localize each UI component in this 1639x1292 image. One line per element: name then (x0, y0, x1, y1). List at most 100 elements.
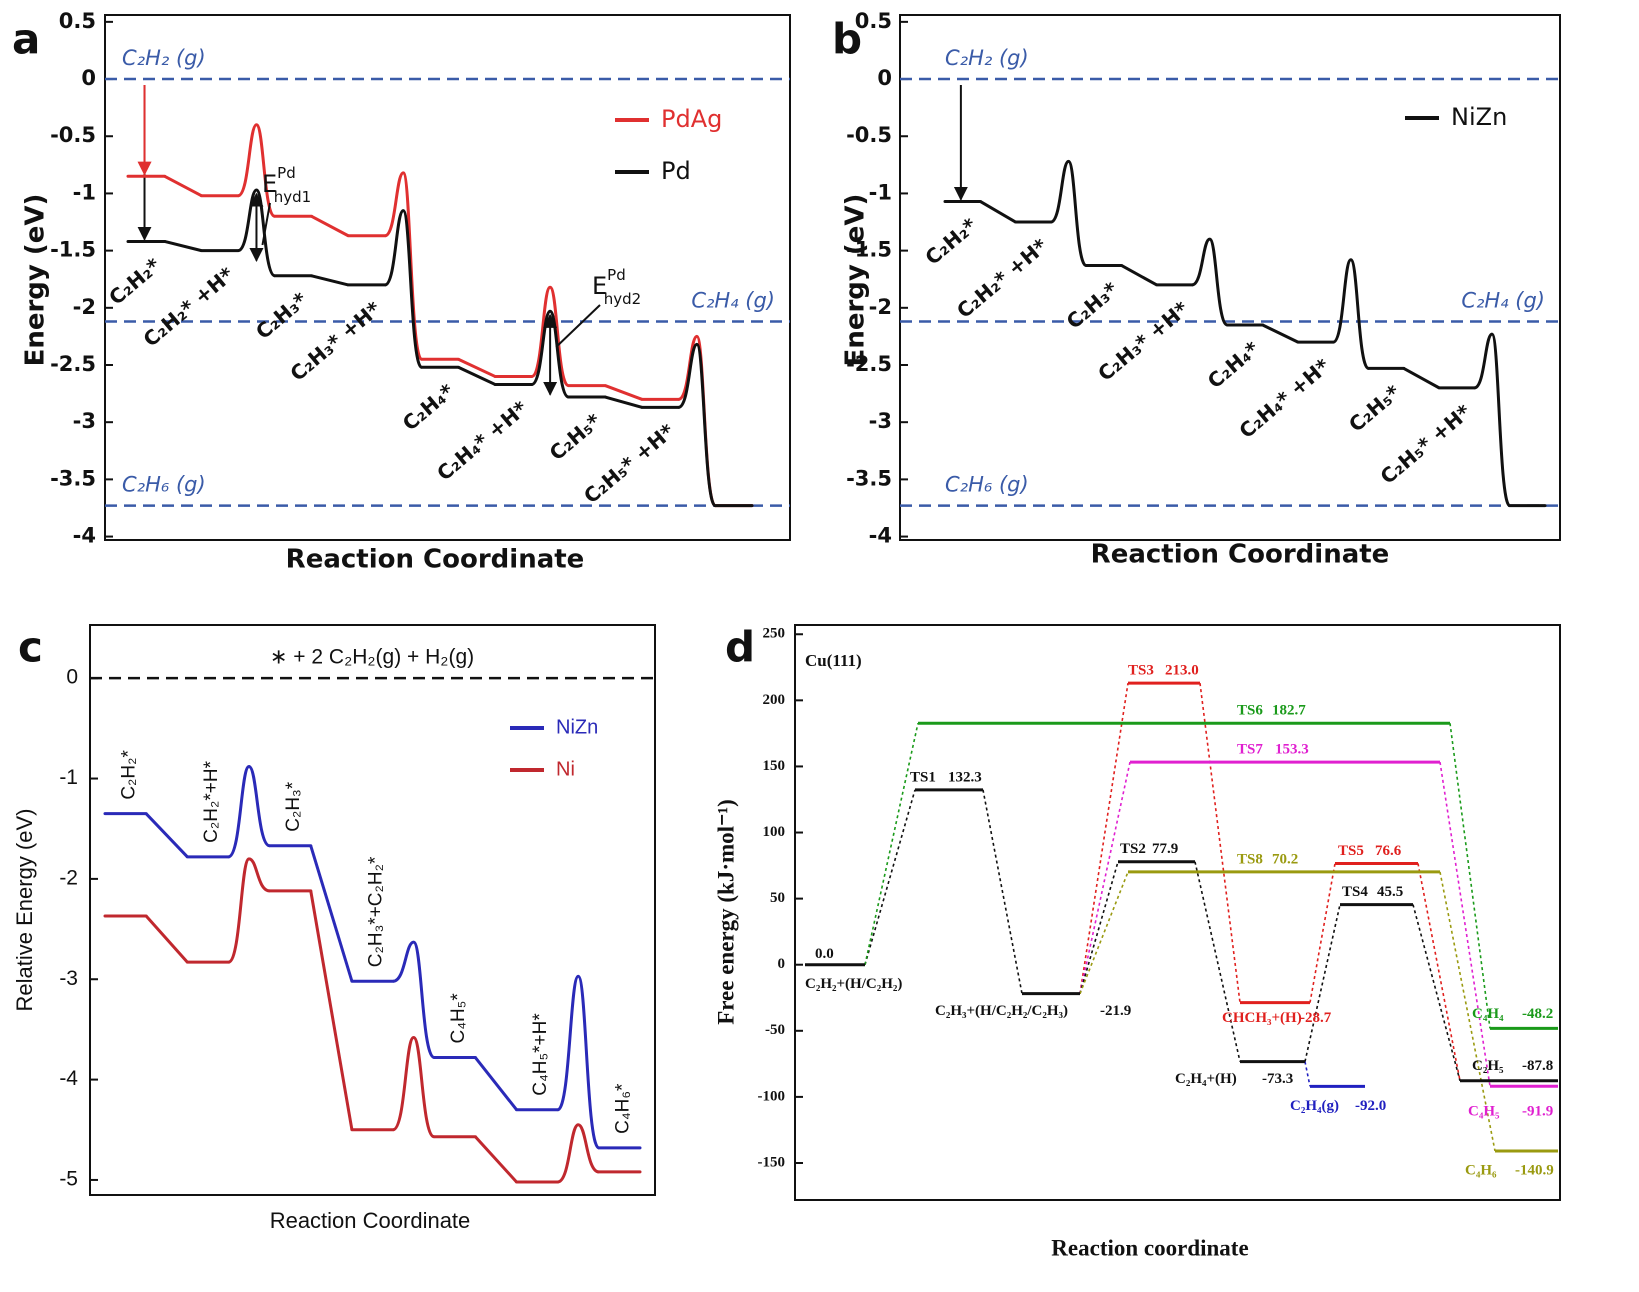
reference-label: C₂H₆ (g) (122, 473, 206, 497)
y-tick-label: 100 (763, 824, 786, 840)
y-tick-label: -3.5 (846, 466, 892, 490)
reference-label: C₂H₂ (g) (945, 46, 1029, 70)
reference-label: C₂H₄ (g) (1461, 289, 1545, 313)
y-tick-label: 150 (763, 758, 786, 774)
state-label: C₄H₅* (448, 993, 469, 1044)
link (1079, 871, 1129, 994)
annotation: EPd hyd2 (592, 266, 641, 308)
level-name: C₂H₄+(H) (1175, 1071, 1237, 1087)
transition-state (227, 764, 271, 859)
link (1417, 863, 1461, 1081)
transition-state (392, 1035, 436, 1139)
inset-label: Cu(111) (805, 651, 862, 670)
level-value: 153.3 (1275, 742, 1309, 758)
y-axis-title: Energy (eV) (841, 194, 871, 367)
connector (1261, 323, 1299, 344)
connector (604, 395, 643, 409)
annotation-sup: Pd (277, 164, 296, 182)
reference-label: C₂H₄ (g) (691, 289, 775, 313)
annotation-pointer (261, 202, 271, 246)
link (1304, 904, 1341, 1062)
y-tick-label: -2 (73, 295, 96, 319)
state-label: C₂H₂* (119, 749, 140, 799)
plot-frame (794, 624, 1561, 1201)
annotation-main: E (592, 272, 607, 300)
y-tick-label: 0 (66, 666, 78, 689)
level-name: TS1 (910, 769, 936, 785)
level-name: TS3 (1128, 663, 1154, 679)
annotation-main: E (262, 170, 277, 198)
level-value: -140.9 (1515, 1162, 1554, 1178)
state-label: C₄H₅*+H* (530, 1013, 551, 1096)
y-tick-label: -2.5 (50, 352, 96, 376)
link (1304, 1061, 1311, 1087)
y-tick-label: -150 (758, 1154, 786, 1170)
link (1439, 761, 1491, 1087)
level-name: TS5 (1338, 843, 1364, 859)
panel-letter: c (18, 623, 43, 672)
transition-state (237, 123, 277, 218)
transition-state (384, 209, 424, 369)
y-axis-title: Relative Energy (eV) (12, 809, 37, 1012)
level-name: C₂H₂+(H/C₂H₂) (805, 976, 902, 992)
transition-state (237, 188, 276, 278)
transition-state (392, 940, 436, 1060)
connector (309, 890, 354, 1131)
y-tick-label: 0.5 (855, 9, 892, 33)
connector (979, 200, 1017, 224)
connector (1403, 367, 1440, 390)
plot-frame (104, 14, 791, 541)
y-tick-label: -1.5 (846, 238, 892, 262)
level-value: -87.8 (1522, 1058, 1553, 1074)
panel-letter: b (832, 15, 862, 64)
state-label: C₄H₆* (612, 1083, 633, 1134)
x-axis-title: Reaction Coordinate (1091, 540, 1390, 570)
level-value: -28.7 (1300, 1010, 1332, 1026)
y-tick-label: -50 (765, 1022, 785, 1038)
transition-state (530, 309, 570, 399)
panel: c0 -1 -2 -3 -4 -5 Relative Energy (eV) Reaction… (12, 623, 656, 1233)
legend-label: Pd (661, 157, 691, 185)
level-name: TS8 (1237, 851, 1263, 867)
connector (1120, 264, 1158, 287)
y-tick-label: 0 (81, 66, 96, 90)
panel-letter: a (12, 15, 40, 64)
level-value: 77.9 (1152, 841, 1178, 857)
connector (457, 365, 496, 386)
legend-label: NiZn (1451, 103, 1507, 131)
transition-state (1473, 332, 1512, 508)
y-tick-label: -2.5 (846, 352, 892, 376)
x-axis-title: Reaction coordinate (1051, 1235, 1248, 1260)
legend-label: PdAg (661, 105, 722, 133)
connector (145, 812, 189, 858)
transition-state (556, 974, 601, 1150)
legend-label: Ni (556, 758, 575, 780)
connector (164, 240, 202, 253)
connector (604, 384, 643, 401)
level-value: 132.3 (948, 769, 982, 785)
connector (457, 357, 496, 378)
y-tick-label: 0 (877, 66, 892, 90)
plot-frame (89, 624, 656, 1196)
connector (310, 214, 349, 238)
y-tick-label: -0.5 (846, 123, 892, 147)
level-name: TS2 (1120, 841, 1146, 857)
transition-state (677, 342, 717, 508)
reference-label: C₂H₆ (g) (945, 473, 1029, 497)
connector (145, 915, 189, 964)
connector (474, 1135, 518, 1183)
level-value: 182.7 (1272, 703, 1306, 719)
link (982, 789, 1023, 994)
y-axis-title: Free energy (kJ·mol⁻¹) (713, 799, 738, 1025)
x-axis-title: Reaction Coordinate (270, 1208, 471, 1233)
y-tick-label: -4 (73, 524, 96, 548)
annotation-sub: hyd1 (274, 188, 311, 206)
level-name: C₂H₃+(H/C₂H₂/C₂H₃) (935, 1003, 1068, 1019)
level-value: -73.3 (1262, 1071, 1293, 1087)
level-name: C₂H₅ (1472, 1058, 1504, 1074)
connector (311, 274, 349, 287)
level-value: 76.6 (1375, 843, 1402, 859)
y-tick-label: 0 (778, 956, 786, 972)
